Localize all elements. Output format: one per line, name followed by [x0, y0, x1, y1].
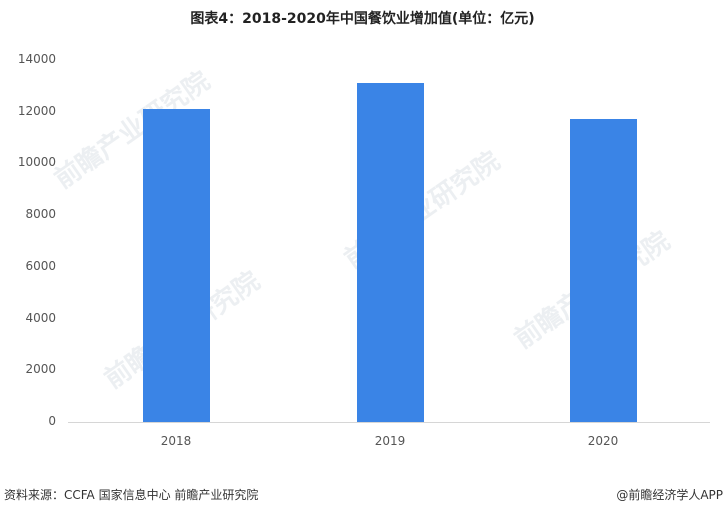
bar-2019 — [356, 83, 424, 422]
credit-note: @前瞻经济学人APP — [616, 488, 723, 502]
y-tick-label: 14000 — [17, 52, 56, 66]
x-tick-label: 2020 — [587, 434, 619, 448]
bar-2020 — [569, 119, 637, 422]
bar-2018 — [142, 109, 210, 422]
y-tick-label: 12000 — [17, 103, 56, 118]
y-tick-label: 6000 — [25, 258, 56, 273]
y-tick-label: 2000 — [25, 362, 56, 377]
y-tick-label: 8000 — [25, 207, 56, 222]
y-tick-label: 10000 — [17, 155, 56, 170]
x-axis-line — [68, 422, 710, 423]
x-tick-label: 2019 — [374, 434, 406, 448]
x-tick-label: 2018 — [160, 434, 192, 448]
chart-title: 图表4：2018-2020年中国餐饮业增加值(单位：亿元) — [190, 11, 535, 27]
y-tick-label: 4000 — [25, 310, 56, 325]
source-note: 资料来源：CCFA 国家信息中心 前瞻产业研究院 — [4, 488, 259, 502]
y-tick-label: 0 — [48, 414, 56, 428]
